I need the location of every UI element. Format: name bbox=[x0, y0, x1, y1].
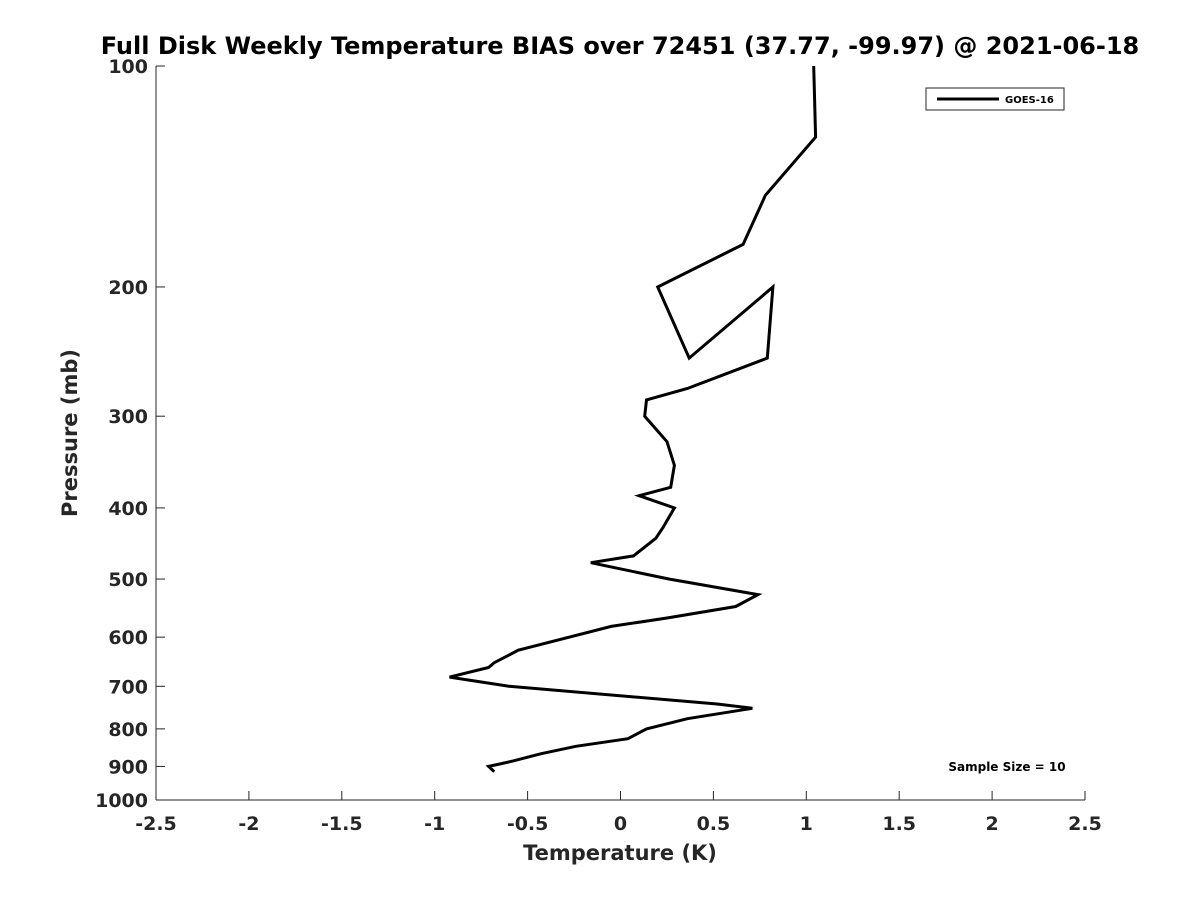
y-tick-label: 600 bbox=[108, 627, 148, 649]
x-tick-label: -0.5 bbox=[507, 813, 549, 835]
y-tick-label: 100 bbox=[108, 56, 148, 78]
x-tick-label: 1 bbox=[800, 813, 813, 835]
x-tick-label: 0 bbox=[614, 813, 627, 835]
x-tick-label: -1.5 bbox=[321, 813, 363, 835]
x-tick-label: -1 bbox=[424, 813, 445, 835]
y-tick-label: 1000 bbox=[95, 790, 148, 812]
y-tick-label: 400 bbox=[108, 498, 148, 520]
x-tick-label: 1.5 bbox=[882, 813, 916, 835]
y-axis-ticks: 100 200 300 400 500 600 700 800 900 1000 bbox=[95, 56, 165, 812]
x-tick-label: 2 bbox=[985, 813, 998, 835]
y-axis-label: Pressure (mb) bbox=[58, 349, 82, 517]
x-axis-label: Temperature (K) bbox=[523, 841, 717, 865]
x-tick-label: 2.5 bbox=[1068, 813, 1102, 835]
y-tick-label: 800 bbox=[108, 719, 148, 741]
y-tick-label: 500 bbox=[108, 569, 148, 591]
chart-title: Full Disk Weekly Temperature BIAS over 7… bbox=[101, 32, 1140, 60]
sample-size-annotation: Sample Size = 10 bbox=[948, 760, 1065, 774]
y-tick-label: 200 bbox=[108, 277, 148, 299]
legend: GOES-16 bbox=[925, 87, 1065, 111]
y-tick-label: 300 bbox=[108, 406, 148, 428]
series-layer bbox=[449, 65, 818, 773]
legend-label-goes-16: GOES-16 bbox=[1005, 95, 1054, 106]
series-line-goes-16 bbox=[449, 65, 818, 773]
x-tick-label: -2 bbox=[238, 813, 259, 835]
x-tick-label: -2.5 bbox=[135, 813, 177, 835]
x-axis-ticks: -2.5 -2 -1.5 -1 -0.5 0 0.5 1 1.5 2 2.5 bbox=[135, 791, 1102, 835]
x-tick-label: 0.5 bbox=[697, 813, 731, 835]
y-tick-label: 900 bbox=[108, 756, 148, 778]
plot-area bbox=[155, 66, 1085, 801]
y-tick-label: 700 bbox=[108, 676, 148, 698]
